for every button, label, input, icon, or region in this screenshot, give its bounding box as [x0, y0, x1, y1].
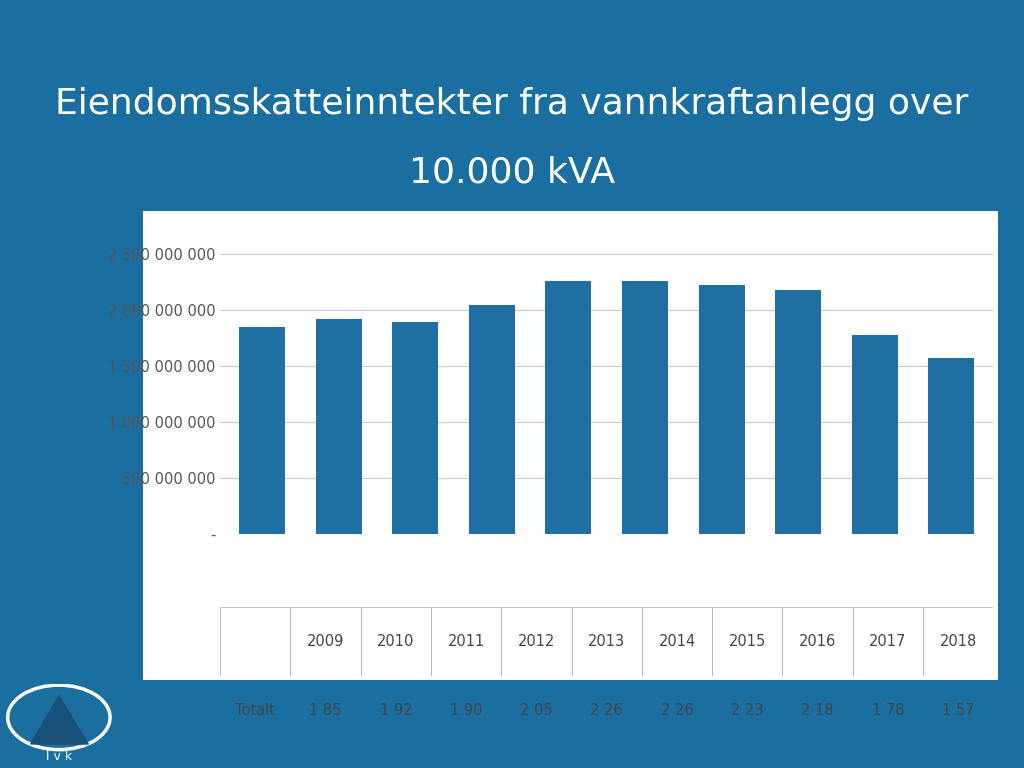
FancyBboxPatch shape [291, 676, 360, 744]
Bar [698, 285, 744, 534]
Text: 2 26: 2 26 [660, 703, 693, 717]
Text: 2013: 2013 [588, 634, 626, 649]
FancyBboxPatch shape [782, 676, 853, 744]
Text: 2 23: 2 23 [731, 703, 764, 717]
Text: 2015: 2015 [729, 634, 766, 649]
Polygon shape [31, 696, 88, 744]
Text: 2012: 2012 [518, 634, 555, 649]
Bar [392, 322, 438, 534]
Bar [775, 290, 821, 534]
FancyBboxPatch shape [853, 676, 923, 744]
Text: 1 90: 1 90 [450, 703, 482, 717]
FancyBboxPatch shape [220, 676, 291, 744]
Text: 2 05: 2 05 [520, 703, 553, 717]
FancyBboxPatch shape [923, 607, 993, 676]
Text: 2018: 2018 [939, 634, 977, 649]
FancyBboxPatch shape [431, 607, 502, 676]
Text: l v k: l v k [46, 750, 72, 763]
Bar [546, 281, 592, 534]
Text: 1 57: 1 57 [942, 703, 975, 717]
FancyBboxPatch shape [571, 676, 642, 744]
Text: 2014: 2014 [658, 634, 695, 649]
FancyBboxPatch shape [923, 676, 993, 744]
Bar [928, 359, 974, 534]
Text: 2 26: 2 26 [591, 703, 623, 717]
Text: 2010: 2010 [377, 634, 415, 649]
FancyBboxPatch shape [360, 676, 431, 744]
FancyBboxPatch shape [571, 607, 642, 676]
Text: 1 85: 1 85 [309, 703, 342, 717]
Text: 10.000 kVA: 10.000 kVA [409, 156, 615, 190]
Bar [240, 327, 286, 534]
FancyBboxPatch shape [853, 607, 923, 676]
FancyBboxPatch shape [360, 607, 431, 676]
FancyBboxPatch shape [642, 676, 712, 744]
FancyBboxPatch shape [712, 676, 782, 744]
FancyBboxPatch shape [782, 607, 853, 676]
Text: 2009: 2009 [307, 634, 344, 649]
Text: 1 92: 1 92 [380, 703, 412, 717]
Bar [315, 319, 361, 534]
FancyBboxPatch shape [220, 607, 291, 676]
Bar [469, 305, 515, 534]
Bar [622, 281, 668, 534]
Text: Totalt: Totalt [236, 703, 275, 717]
Text: 2011: 2011 [447, 634, 484, 649]
FancyBboxPatch shape [291, 607, 360, 676]
FancyBboxPatch shape [502, 607, 571, 676]
FancyBboxPatch shape [431, 676, 502, 744]
FancyBboxPatch shape [502, 676, 571, 744]
Text: 1 78: 1 78 [871, 703, 904, 717]
FancyBboxPatch shape [712, 607, 782, 676]
Bar [852, 335, 898, 534]
Text: Eiendomsskatteinntekter fra vannkraftanlegg over: Eiendomsskatteinntekter fra vannkraftanl… [55, 87, 969, 121]
FancyBboxPatch shape [642, 607, 712, 676]
Text: 2016: 2016 [799, 634, 837, 649]
Text: 2 18: 2 18 [802, 703, 834, 717]
Text: 2017: 2017 [869, 634, 906, 649]
